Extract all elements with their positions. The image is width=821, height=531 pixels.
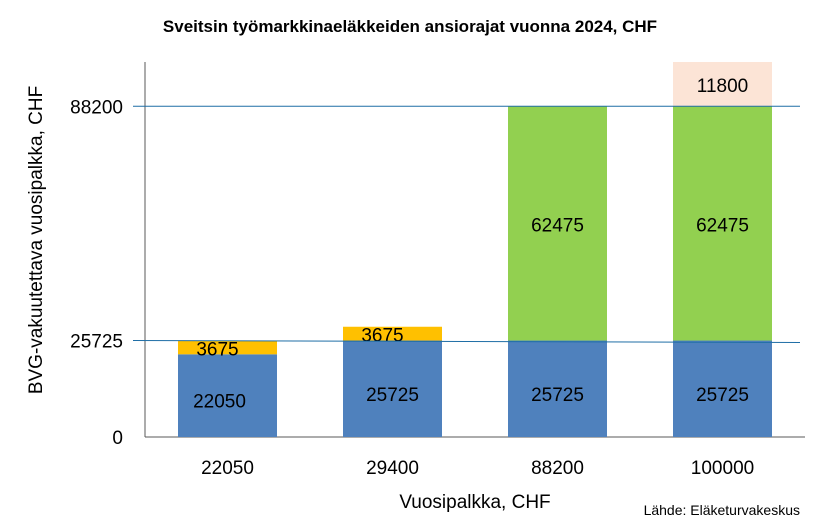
source-note: Lähde: Eläketurvakeskus bbox=[644, 502, 800, 518]
bar-segment bbox=[178, 354, 277, 437]
data-label: 62475 bbox=[696, 215, 749, 236]
data-label: 11800 bbox=[697, 76, 748, 97]
data-label: 62475 bbox=[531, 215, 584, 236]
bar-segment bbox=[343, 326, 442, 341]
data-label: 25725 bbox=[366, 385, 419, 406]
bar-segment bbox=[508, 106, 607, 341]
bar-segment bbox=[673, 62, 772, 107]
x-tick-label: 100000 bbox=[691, 458, 754, 479]
y-tick-label: 0 bbox=[112, 428, 123, 449]
y-tick-label: 88200 bbox=[70, 97, 123, 118]
reference-line bbox=[132, 340, 801, 343]
bar-segment bbox=[673, 106, 772, 341]
data-label: 25725 bbox=[531, 385, 584, 406]
data-label: 3675 bbox=[196, 339, 238, 360]
bar-segment bbox=[178, 340, 277, 355]
bar-segment bbox=[508, 340, 607, 437]
y-tick-label: 25725 bbox=[70, 332, 123, 353]
chart-title: Sveitsin työmarkkinaeläkkeiden ansioraja… bbox=[163, 17, 657, 36]
bar-segment bbox=[343, 340, 442, 437]
bar-segment bbox=[673, 340, 772, 437]
x-axis-label: Vuosipalkka, CHF bbox=[399, 492, 550, 513]
x-tick-label: 88200 bbox=[531, 458, 584, 479]
y-axis-label: BVG-vakuutettava vuosipalkka, CHF bbox=[26, 86, 47, 394]
data-label: 25725 bbox=[696, 385, 749, 406]
data-label: 22050 bbox=[193, 392, 246, 413]
x-tick-label: 22050 bbox=[201, 458, 254, 479]
data-label: 3675 bbox=[361, 326, 403, 347]
x-tick-label: 29400 bbox=[366, 458, 419, 479]
